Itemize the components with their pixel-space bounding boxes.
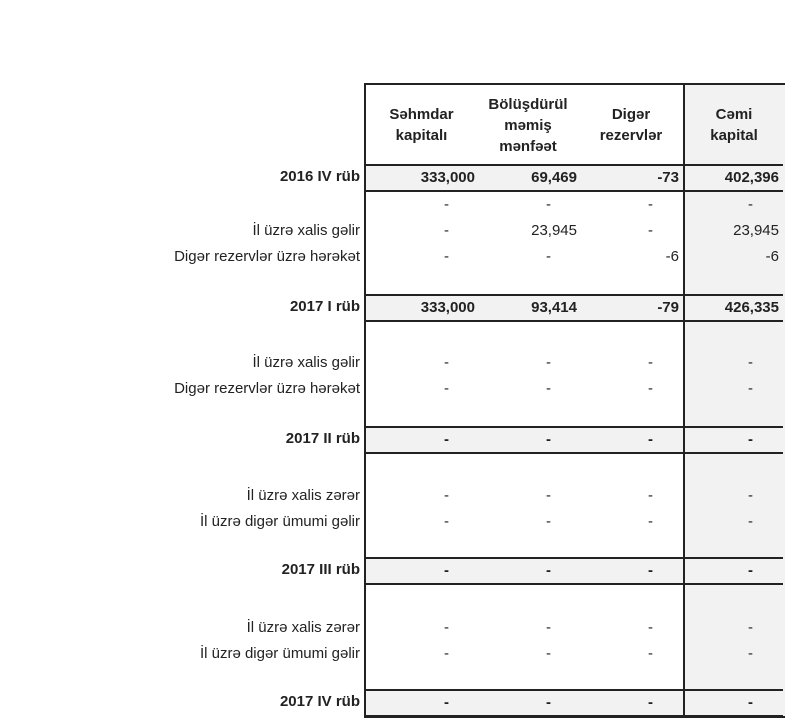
row-label: Digər rezervlər üzrə hərəkət	[174, 380, 360, 397]
header-share-capital: Səhmdar kapitalı	[389, 106, 454, 144]
value-cell: -	[748, 380, 753, 397]
row-label: İl üzrə xalis zərər	[246, 619, 360, 636]
value-cell: 23,945	[531, 222, 577, 239]
value-cell: -	[444, 513, 449, 530]
value-cell: -	[748, 513, 753, 530]
total-cell: -	[648, 431, 653, 448]
total-cell: -	[748, 694, 753, 711]
value-cell: -	[546, 645, 551, 662]
value-cell: -	[444, 354, 449, 371]
value-cell: -	[444, 645, 449, 662]
value-cell: -	[748, 645, 753, 662]
value-cell: -	[444, 380, 449, 397]
period-label: 2017 IV rüb	[279, 693, 360, 710]
period-label: 2016 IV rüb	[279, 168, 360, 185]
value-cell: -	[444, 619, 449, 636]
value-cell: -	[648, 645, 653, 662]
period-label: 2017 III rüb	[281, 561, 360, 578]
period-total-row: 333,000 93,414 -79 426,335	[366, 294, 783, 322]
total-cell: 93,414	[531, 299, 577, 316]
total-cell: -	[648, 562, 653, 579]
total-cell: -	[444, 694, 449, 711]
total-cell: 333,000	[420, 169, 475, 186]
total-cell: 333,000	[420, 299, 475, 316]
value-cell: -	[748, 487, 753, 504]
value-cell: -	[546, 513, 551, 530]
total-cell: -	[748, 562, 753, 579]
period-total-row: 333,000 69,469 -73 402,396	[366, 164, 783, 192]
value-cell: 23,945	[733, 222, 779, 239]
header-total-equity: Cəmi kapital	[710, 106, 758, 144]
total-cell: -79	[657, 299, 679, 316]
value-cell: -	[546, 619, 551, 636]
value-cell: -	[648, 380, 653, 397]
value-cell: -	[546, 196, 551, 213]
value-cell: -	[648, 354, 653, 371]
row-label: Digər rezervlər üzrə hərəkət	[174, 248, 360, 265]
period-label: 2017 II rüb	[285, 430, 360, 447]
column-divider	[683, 166, 685, 190]
period-total-row: ----	[366, 689, 783, 717]
value-cell: -	[748, 354, 753, 371]
total-cell: 69,469	[531, 169, 577, 186]
value-cell: -	[444, 248, 449, 265]
total-cell: -	[546, 431, 551, 448]
value-cell: -	[444, 487, 449, 504]
column-divider	[683, 296, 685, 320]
value-cell: -6	[765, 248, 779, 265]
value-cell: -	[748, 619, 753, 636]
period-label: 2017 I rüb	[289, 298, 360, 315]
total-cell: -	[444, 562, 449, 579]
row-label: İl üzrə xalis gəlir	[252, 222, 360, 239]
value-cell: -	[546, 248, 551, 265]
period-total-row: ----	[366, 426, 783, 454]
value-cell: -	[648, 619, 653, 636]
value-cell: -	[546, 354, 551, 371]
row-label: İl üzrə digər ümumi gəlir	[199, 513, 360, 530]
value-cell: -6	[665, 248, 679, 265]
column-divider	[683, 559, 685, 583]
value-cell: -	[648, 513, 653, 530]
total-cell: -	[444, 431, 449, 448]
total-cell: 402,396	[724, 169, 779, 186]
value-cell: -	[444, 196, 449, 213]
header-other-reserves: Digər rezervlər	[599, 106, 663, 144]
total-cell: -73	[657, 169, 679, 186]
period-total-row: ----	[366, 557, 783, 585]
value-cell: -	[444, 222, 449, 239]
column-divider	[683, 428, 685, 452]
value-cell: -	[748, 196, 753, 213]
row-label: İl üzrə digər ümumi gəlir	[199, 645, 360, 662]
value-cell: -	[546, 380, 551, 397]
total-cell: 426,335	[724, 299, 779, 316]
equity-table: Səhmdar kapitalı Bölüşdürül məmiş mənfəə…	[364, 83, 785, 718]
total-cell: -	[748, 431, 753, 448]
header-retained-earnings: Bölüşdürül məmiş mənfəət	[488, 95, 568, 155]
total-cell: -	[648, 694, 653, 711]
total-cell: -	[546, 562, 551, 579]
value-cell: -	[648, 487, 653, 504]
value-cell: -	[648, 222, 653, 239]
column-divider	[683, 691, 685, 715]
row-label: İl üzrə xalis gəlir	[252, 354, 360, 371]
value-cell: -	[648, 196, 653, 213]
total-cell: -	[546, 694, 551, 711]
row-label: İl üzrə xalis zərər	[246, 487, 360, 504]
value-cell: -	[546, 487, 551, 504]
